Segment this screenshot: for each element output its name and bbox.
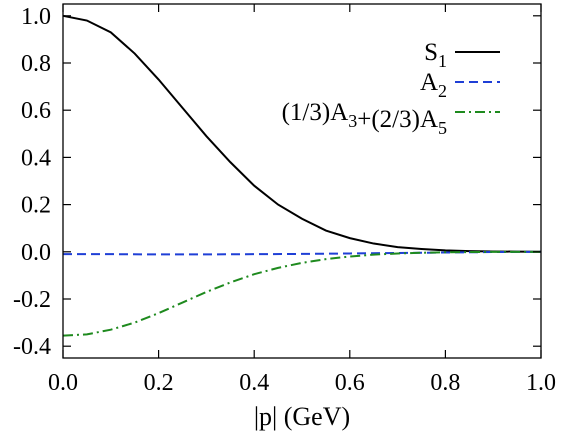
x-tick-label: 0.8 xyxy=(430,370,460,396)
plot-frame xyxy=(62,3,542,359)
legend-subscript: 1 xyxy=(438,51,447,71)
series-layer xyxy=(62,14,542,337)
x-tick-label: 0.4 xyxy=(239,370,269,396)
legend-label-2: A2 xyxy=(420,69,447,101)
y-tick-label: 1.0 xyxy=(21,4,51,30)
legend-subscript: 5 xyxy=(438,118,447,138)
y-tick-label: 0.6 xyxy=(21,98,51,124)
legend-text-run: +(2/3)A xyxy=(357,106,438,133)
series-line-2 xyxy=(63,250,542,256)
x-tick-label: 1.0 xyxy=(526,370,556,396)
legend-subscript: 3 xyxy=(348,111,357,131)
legend-text-run: A xyxy=(420,69,438,96)
y-tick-label: 0.4 xyxy=(21,145,51,171)
x-tick-label: 0.2 xyxy=(144,370,174,396)
series-line-1 xyxy=(62,14,542,253)
x-axis-title: |p| (GeV) xyxy=(254,402,350,431)
tick-labels-layer: 0.0 0.2 0.4 0.6 0.8 1.0 -0.4 -0.2 0.0 0.2 0.4 0.6 0.… xyxy=(13,4,556,396)
legend-label-1: S1 xyxy=(424,39,447,71)
x-tick-label: 0.6 xyxy=(335,370,365,396)
legend-text-run: (1/3)A xyxy=(282,99,349,126)
x-tick-label: 0.0 xyxy=(48,370,78,396)
ticks-layer xyxy=(62,4,542,358)
legend-text-run: S xyxy=(424,39,438,66)
y-tick-label: -0.2 xyxy=(13,287,51,313)
legend-subscript: 2 xyxy=(438,81,447,101)
y-tick-label: -0.4 xyxy=(13,334,51,360)
y-tick-label: 0.8 xyxy=(21,51,51,77)
y-tick-label: 0.0 xyxy=(21,240,51,266)
legend-label-3: (1/3)A3+(2/3)A5 xyxy=(282,99,447,138)
y-tick-label: 0.2 xyxy=(21,193,51,219)
series-line-3 xyxy=(62,250,542,337)
